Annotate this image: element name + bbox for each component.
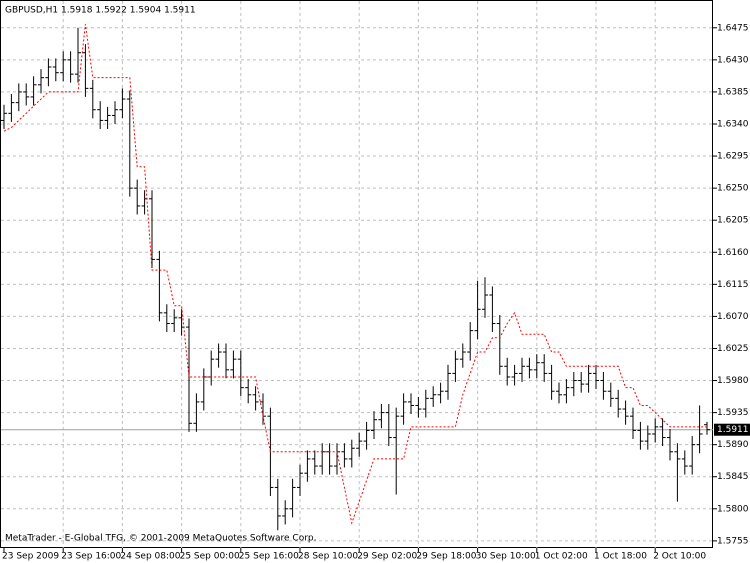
y-tick-label: 1.6475 (717, 23, 749, 33)
plot-frame (0, 0, 713, 548)
x-tick-label: 25 Sep 00:00 (180, 552, 240, 562)
x-tick-label: 30 Sep 10:00 (476, 552, 536, 562)
x-tick-label: 23 Sep 16:00 (61, 552, 121, 562)
y-tick-label: 1.5935 (717, 408, 749, 418)
y-tick-label: 1.6070 (717, 312, 749, 322)
x-tick-label: 29 Sep 18:00 (416, 552, 476, 562)
y-tick-label: 1.6295 (717, 152, 749, 162)
x-tick-label: 1 Oct 02:00 (535, 552, 588, 562)
y-tick-label: 1.6160 (717, 248, 749, 258)
x-tick-label: 2 Oct 10:00 (653, 552, 706, 562)
price-label: 1.5911 (717, 425, 749, 435)
y-tick-label: 1.6115 (717, 280, 749, 290)
x-tick-label: 28 Sep 10:00 (298, 552, 358, 562)
y-tick-label: 1.6430 (717, 55, 749, 65)
x-tick-label: 29 Sep 02:00 (357, 552, 417, 562)
y-tick-label: 1.5845 (717, 472, 749, 482)
indicator-line (3, 24, 707, 525)
y-tick-label: 1.5800 (717, 504, 749, 514)
y-tick-label: 1.6340 (717, 119, 749, 129)
price-box (714, 423, 750, 436)
x-tick-label: 1 Oct 18:00 (594, 552, 647, 562)
y-tick-label: 1.6205 (717, 216, 749, 226)
x-tick-label: 25 Sep 16:00 (239, 552, 299, 562)
x-tick-label: 23 Sep 2009 (2, 552, 59, 562)
y-tick-label: 1.5755 (717, 536, 749, 546)
footer: MetaTrader - E-Global TFG, © 2001-2009 M… (5, 534, 317, 544)
chart-title: GBPUSD,H1 1.5918 1.5922 1.5904 1.5911 (5, 6, 196, 16)
y-tick-label: 1.6025 (717, 344, 749, 354)
y-tick-label: 1.5980 (717, 376, 749, 386)
y-tick-label: 1.5890 (717, 440, 749, 450)
x-tick-label: 24 Sep 08:00 (120, 552, 180, 562)
y-tick-label: 1.6385 (717, 87, 749, 97)
y-tick-label: 1.6250 (717, 184, 749, 194)
